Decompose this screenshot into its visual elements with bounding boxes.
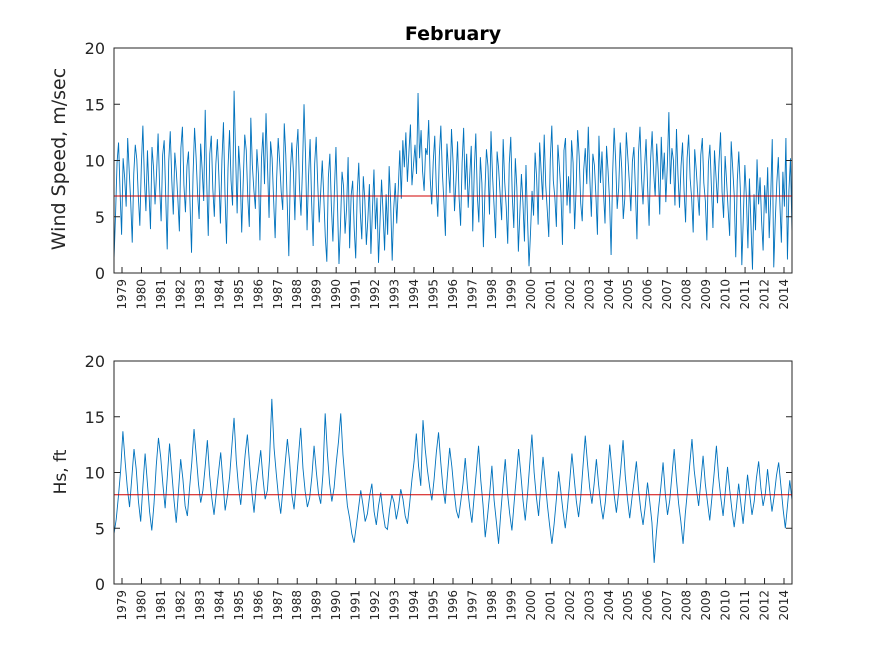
significant-wave-height-ytick-label: 20	[85, 352, 105, 371]
significant-wave-height-xtick-label: 1983	[193, 590, 207, 621]
wind-speed-xtick-label: 2014	[777, 279, 791, 310]
significant-wave-height-xtick-label: 2012	[758, 590, 772, 621]
significant-wave-height-xtick-label: 1982	[173, 590, 187, 621]
wind-speed-ytick-label: 20	[85, 39, 105, 58]
wind-speed-xtick-label: 1999	[504, 279, 518, 310]
wind-speed-xtick-label: 2012	[758, 279, 772, 310]
wind-speed-xtick-label: 2005	[621, 279, 635, 310]
wind-speed-xtick-label: 1994	[407, 279, 421, 310]
significant-wave-height-xtick-label: 2000	[524, 590, 538, 621]
wind-speed-xtick-label: 2003	[582, 279, 596, 310]
wind-speed-xtick-label: 1997	[466, 279, 480, 310]
wind-speed-xtick-label: 1985	[232, 279, 246, 310]
significant-wave-height-ytick-label: 15	[85, 408, 105, 427]
significant-wave-height-axes-frame	[113, 360, 793, 585]
wind-speed-panel: 0 5 10 15 20 1979 1980 1981 1982 1983 1984 1985 1986…	[85, 39, 793, 310]
significant-wave-height-xtick-label: 1987	[271, 590, 285, 621]
wind-speed-ytick-label: 15	[85, 95, 105, 114]
significant-wave-height-xtick-label: 1981	[154, 590, 168, 621]
wind-speed-xtick-label: 2006	[641, 279, 655, 310]
wind-speed-series-line	[113, 90, 793, 270]
figure-title: February	[405, 23, 502, 45]
significant-wave-height-xtick-label: 1985	[232, 590, 246, 621]
significant-wave-height-xtick-label: 1998	[485, 590, 499, 621]
significant-wave-height-xtick-label: 2011	[738, 590, 752, 621]
significant-wave-height-xtick-label: 2014	[777, 590, 791, 621]
wind-speed-ytick-label: 10	[85, 152, 105, 171]
wind-speed-xtick-label: 1986	[251, 279, 265, 310]
wind-speed-xtick-label: 1995	[427, 279, 441, 310]
significant-wave-height-xtick-label: 2007	[660, 590, 674, 621]
wind-speed-xtick-label: 1983	[193, 279, 207, 310]
significant-wave-height-xtick-label: 1993	[388, 590, 402, 621]
wind-speed-xtick-label: 1988	[290, 279, 304, 310]
wind-speed-xtick-label: 1991	[349, 279, 363, 310]
significant-wave-height-xtick-label: 2008	[680, 590, 694, 621]
wave-height-ylabel: Hs, ft	[51, 449, 71, 494]
wind-speed-xtick-label: 2000	[524, 279, 538, 310]
significant-wave-height-xtick-label: 2006	[641, 590, 655, 621]
significant-wave-height-xtick-label: 1995	[427, 590, 441, 621]
wind-speed-xtick-label: 1989	[310, 279, 324, 310]
wind-speed-xtick-label: 1979	[115, 279, 129, 310]
wind-speed-xtick-label: 2011	[738, 279, 752, 310]
significant-wave-height-xtick-label: 1994	[407, 590, 421, 621]
wind-speed-xtick-label: 2008	[680, 279, 694, 310]
significant-wave-height-xtick-label: 2001	[543, 590, 557, 621]
significant-wave-height-xtick-label: 1986	[251, 590, 265, 621]
significant-wave-height-xtick-label: 1984	[212, 590, 226, 621]
wind-speed-xtick-label: 2002	[563, 279, 577, 310]
wave-height-panel: 0 5 10 15 20 1979 1980 1981 1982 1983 1984 1985 1986…	[85, 352, 793, 621]
significant-wave-height-xtick-label: 1997	[466, 590, 480, 621]
wind-speed-xtick-label: 2001	[543, 279, 557, 310]
wind-speed-xtick-label: 1992	[368, 279, 382, 310]
wind-speed-xtick-label: 2009	[699, 279, 713, 310]
significant-wave-height-xtick-label: 1990	[329, 590, 343, 621]
wind-speed-xtick-label: 1980	[135, 279, 149, 310]
significant-wave-height-xtick-label: 1991	[349, 590, 363, 621]
significant-wave-height-xtick-label: 1999	[504, 590, 518, 621]
wind-speed-xtick-label: 2004	[602, 279, 616, 310]
wind-speed-xtick-label: 1987	[271, 279, 285, 310]
wind-speed-xtick-label: 1984	[212, 279, 226, 310]
wind-speed-xtick-label: 1990	[329, 279, 343, 310]
wind-speed-xtick-label: 1998	[485, 279, 499, 310]
significant-wave-height-ytick-label: 0	[95, 575, 105, 594]
wind-speed-ytick-label: 0	[95, 264, 105, 283]
wind-speed-xtick-label: 2010	[719, 279, 733, 310]
significant-wave-height-xtick-label: 2002	[563, 590, 577, 621]
significant-wave-height-xtick-label: 1980	[135, 590, 149, 621]
wind-speed-ytick-label: 5	[95, 208, 105, 227]
significant-wave-height-xtick-label: 2004	[602, 590, 616, 621]
significant-wave-height-xtick-label: 1979	[115, 590, 129, 621]
significant-wave-height-xtick-label: 1996	[446, 590, 460, 621]
significant-wave-height-xtick-label: 2005	[621, 590, 635, 621]
significant-wave-height-xtick-label: 1992	[368, 590, 382, 621]
significant-wave-height-ytick-label: 5	[95, 519, 105, 538]
significant-wave-height-xtick-label: 1988	[290, 590, 304, 621]
wind-speed-ylabel: Wind Speed, m/sec	[48, 68, 70, 250]
wind-speed-xtick-label: 1981	[154, 279, 168, 310]
wind-speed-xtick-label: 2007	[660, 279, 674, 310]
significant-wave-height-xtick-label: 2009	[699, 590, 713, 621]
significant-wave-height-xtick-label: 2003	[582, 590, 596, 621]
wind-speed-xtick-label: 1993	[388, 279, 402, 310]
significant-wave-height-series-line	[113, 398, 793, 563]
significant-wave-height-xtick-label: 2010	[719, 590, 733, 621]
wind-speed-xtick-label: 1982	[173, 279, 187, 310]
significant-wave-height-ytick-label: 10	[85, 464, 105, 483]
significant-wave-height-xtick-label: 1989	[310, 590, 324, 621]
wind-speed-xtick-label: 1996	[446, 279, 460, 310]
